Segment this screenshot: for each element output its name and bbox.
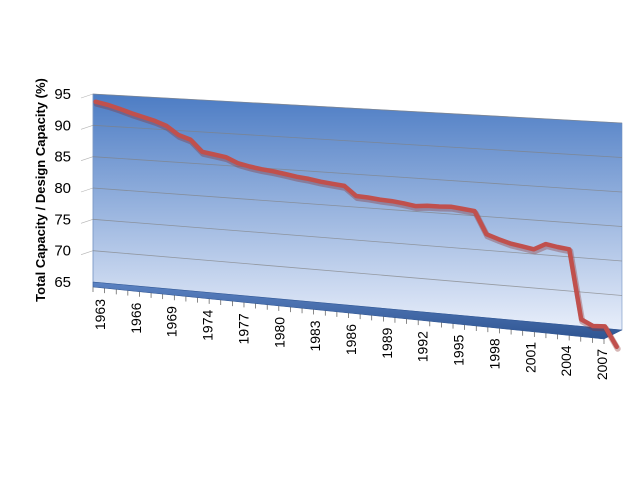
x-tick-label: 1998 [486,338,502,369]
x-tick-label: 1966 [128,302,144,333]
gridline-side [80,125,94,130]
y-tick-label: 75 [54,211,71,228]
x-tick-label: 1986 [343,324,359,355]
y-tick-label: 80 [54,180,71,197]
gridline [92,218,623,262]
x-tick-label: 2004 [558,345,574,376]
gridline-side [80,187,94,193]
gridlines [80,93,623,296]
x-tick-label: 1983 [307,320,323,351]
y-tick-label: 70 [54,243,71,260]
gridline [92,93,623,124]
series-line [93,99,619,350]
gridline-side [80,156,94,161]
gridline-side [80,219,94,224]
y-tick-label: 90 [54,117,71,134]
plot-walls [92,93,623,340]
y-tick-label: 95 [54,86,71,103]
gridline [92,187,623,227]
y-tick-label: 85 [54,149,71,166]
gridline [92,250,623,296]
x-tick-label: 1989 [379,327,395,358]
gridline [92,124,623,158]
gridline-side [80,250,94,255]
x-tick-label: 1995 [451,334,467,365]
x-tick-label: 1977 [235,313,251,344]
series-layer [93,99,621,352]
gridline-side [80,93,94,99]
x-tick-label: 2007 [594,349,610,380]
x-tick-label: 1980 [271,317,287,348]
gridline [92,156,623,193]
x-axis-tick-labels: 1963 1966 1969 1974 1977 1980 1983 1986 1989 1992… [92,287,610,380]
y-axis-tick-labels: 65 70 75 80 85 90 95 [54,86,71,291]
y-tick-label: 65 [54,274,71,291]
y-axis-title: Total Capacity / Design Capacity (%) [33,78,48,302]
x-tick-label: 1969 [164,306,180,337]
x-tick-label: 1974 [200,309,216,340]
x-tick-label: 1963 [92,299,108,330]
x-tick-label: 2001 [522,342,538,373]
x-tick-label: 1992 [415,331,431,362]
